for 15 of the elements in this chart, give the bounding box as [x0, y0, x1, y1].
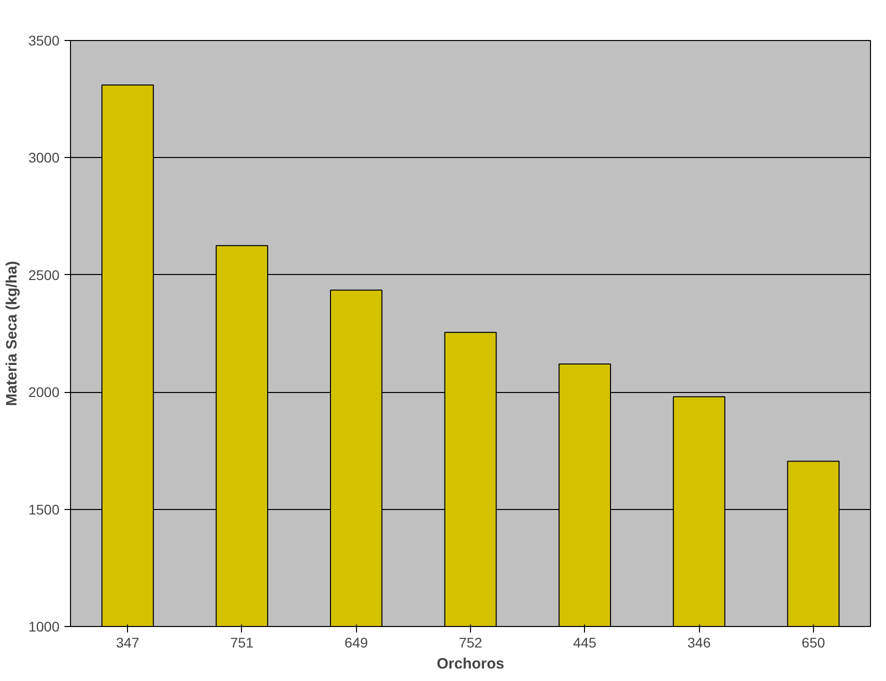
- x-tick-label: 649: [344, 634, 368, 650]
- x-tick-label: 346: [687, 634, 711, 650]
- x-axis-title: Orchoros: [436, 656, 504, 672]
- x-tick-label: 650: [802, 634, 826, 650]
- x-tick-label: 751: [230, 634, 254, 650]
- x-tick-label: 445: [573, 634, 597, 650]
- y-axis-title: Materia Seca (kg/ha): [3, 260, 20, 406]
- y-tick-label: 1500: [28, 501, 60, 518]
- x-tick-label: 752: [458, 634, 482, 650]
- y-tick-label: 2500: [28, 266, 60, 283]
- x-tick-label: 347: [116, 634, 140, 650]
- y-tick-label: 1000: [28, 618, 60, 634]
- y-tick-label: 3000: [28, 150, 60, 166]
- y-tick-label: 2000: [28, 384, 60, 400]
- y-tick-label: 3500: [28, 32, 60, 48]
